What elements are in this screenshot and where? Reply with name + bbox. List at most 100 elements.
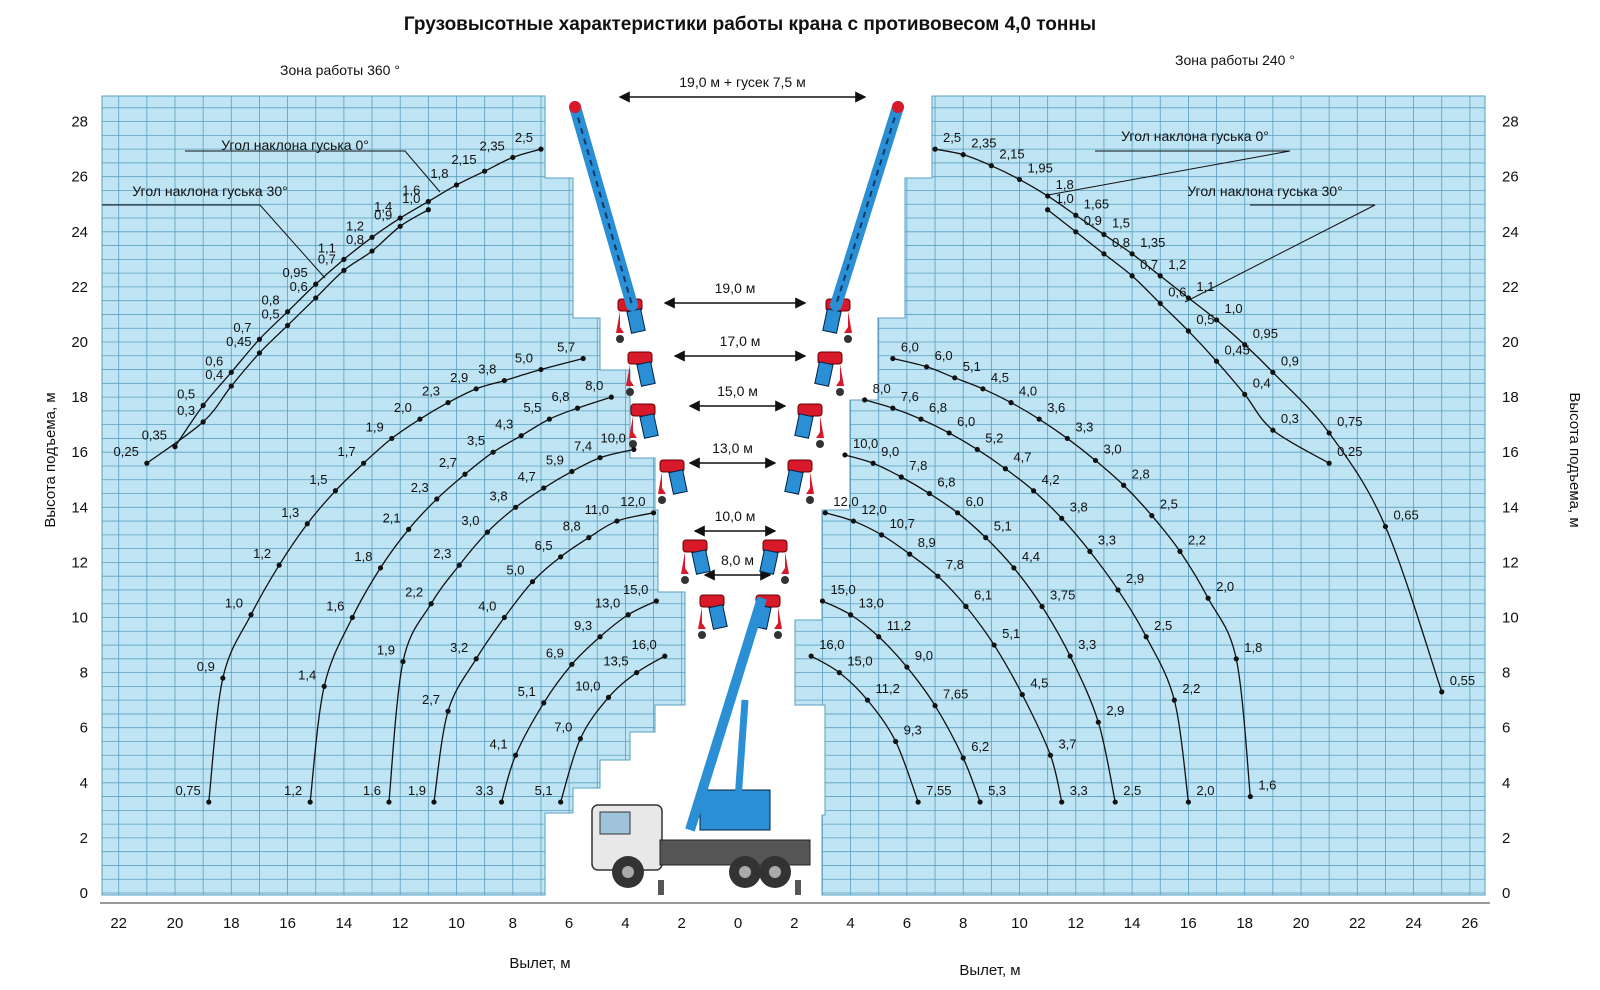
boom-length-label: 17,0 м <box>720 333 761 349</box>
load-point <box>473 656 479 662</box>
load-point <box>1129 273 1135 279</box>
load-point <box>1073 212 1079 218</box>
load-point <box>580 355 586 362</box>
grid-fill-right <box>795 96 1485 895</box>
load-point <box>662 653 668 659</box>
load-point <box>1247 793 1253 800</box>
load-point <box>904 664 910 670</box>
load-value-label: 1,6 <box>326 599 344 614</box>
load-point <box>878 532 885 538</box>
load-point <box>608 394 614 400</box>
load-value-label: 2,15 <box>999 147 1024 162</box>
load-point <box>228 383 234 389</box>
load-point <box>1185 328 1191 334</box>
load-point <box>1439 689 1445 695</box>
load-value-label: 2,5 <box>1123 783 1141 798</box>
hook-block-icon <box>681 539 711 584</box>
jib-0-label-right: Угол наклона гуська 0° <box>1121 128 1269 144</box>
x-tick-label-right: 22 <box>1349 915 1366 932</box>
load-point <box>1064 435 1070 442</box>
load-point <box>1382 523 1389 530</box>
load-value-label: 2,9 <box>1106 703 1124 718</box>
load-value-label: 1,7 <box>338 444 356 459</box>
y-tick-label-right: 10 <box>1502 610 1519 627</box>
grid-lines <box>101 95 1486 896</box>
truck-crane-icon <box>591 596 811 895</box>
load-value-label: 0,9 <box>1281 353 1299 368</box>
y-tick-label-left: 16 <box>71 444 88 461</box>
grid-border-right <box>794 95 1486 896</box>
load-value-label: 3,8 <box>1070 499 1088 514</box>
load-point <box>558 554 564 560</box>
load-curve-right <box>892 357 1251 797</box>
hook-block-icon <box>658 459 688 504</box>
load-value-label: 1,35 <box>1140 235 1165 250</box>
load-point <box>1045 193 1051 199</box>
load-point <box>1242 342 1248 348</box>
load-point <box>349 614 355 621</box>
load-value-label: 0,45 <box>1225 342 1250 357</box>
load-value-label: 1,2 <box>284 783 302 798</box>
load-value-label: 1,4 <box>298 667 316 682</box>
y-tick-label-left: 26 <box>71 169 88 186</box>
load-value-label: 0,75 <box>1337 414 1362 429</box>
x-tick-label-left: 8 <box>509 915 517 932</box>
x-tick-label-right: 6 <box>903 915 911 932</box>
load-point <box>453 182 460 188</box>
load-value-label: 2,0 <box>394 400 412 415</box>
jib-right-lattice <box>835 106 899 306</box>
load-point <box>425 198 431 205</box>
load-value-label: 0,95 <box>1253 326 1278 341</box>
load-value-label: 2,5 <box>943 130 961 145</box>
y-tick-label-left: 10 <box>71 610 88 627</box>
load-point <box>848 612 854 618</box>
load-point <box>490 449 496 455</box>
x-tick-label-right: 2 <box>790 915 798 932</box>
load-point <box>1047 752 1054 758</box>
load-value-label: 13,0 <box>595 596 620 611</box>
hook-block-icon <box>814 351 844 396</box>
load-value-label: 12,0 <box>620 494 645 509</box>
load-point <box>926 490 933 497</box>
x-tick-label-right: 12 <box>1067 915 1084 932</box>
load-curve-left <box>388 448 634 803</box>
load-point <box>518 433 524 439</box>
load-value-label: 4,0 <box>478 599 496 614</box>
load-value-label: 5,1 <box>1002 626 1020 641</box>
load-value-label: 1,8 <box>354 549 372 564</box>
load-value-label: 0,8 <box>1112 235 1130 250</box>
load-point <box>304 521 310 527</box>
load-value-label: 0,9 <box>1084 213 1102 228</box>
load-point <box>1039 603 1045 610</box>
load-point <box>1185 295 1191 301</box>
load-value-label: 1,0 <box>1225 301 1243 316</box>
load-value-label: 8,9 <box>918 535 936 550</box>
x-tick-label-left: 12 <box>392 915 409 932</box>
load-value-label: 9,0 <box>915 648 933 663</box>
load-value-label: 7,4 <box>574 439 592 454</box>
load-point <box>893 738 899 745</box>
load-value-label: 0,7 <box>318 251 336 266</box>
load-point <box>1036 416 1042 422</box>
y-tick-label-right: 22 <box>1502 279 1519 296</box>
x-tick-label-left: 20 <box>167 915 184 932</box>
load-value-label: 4,0 <box>1019 384 1037 399</box>
y-tick-label-left: 20 <box>71 334 88 351</box>
load-point <box>946 430 952 436</box>
load-value-label: 0,3 <box>1281 411 1299 426</box>
load-value-label: 11,2 <box>875 681 899 696</box>
load-value-label: 1,9 <box>366 419 384 434</box>
load-value-label: 2,5 <box>1160 497 1178 512</box>
hook-block-icon <box>629 403 659 448</box>
load-point <box>313 281 319 287</box>
load-point <box>256 350 263 356</box>
load-curve-left <box>174 148 542 448</box>
jib-left-tip <box>569 101 581 113</box>
load-value-label: 1,6 <box>1258 778 1276 793</box>
y-tick-label-right: 8 <box>1502 665 1510 682</box>
load-point <box>400 658 406 665</box>
load-value-label: 12,0 <box>861 502 886 517</box>
load-point <box>991 642 997 648</box>
y-tick-label-right: 24 <box>1502 224 1519 241</box>
load-value-label: 4,7 <box>518 469 536 484</box>
